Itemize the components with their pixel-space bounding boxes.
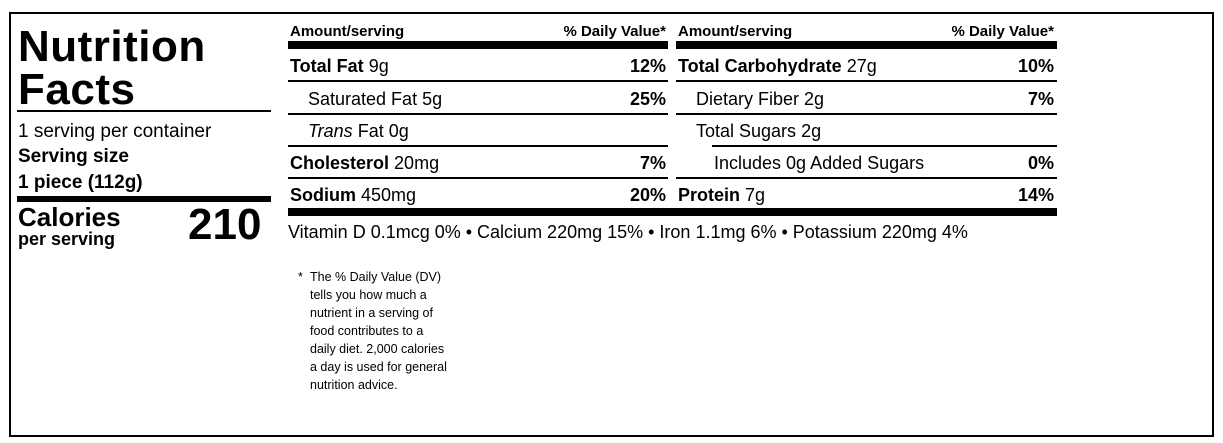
servings-per-container: 1 serving per container	[18, 121, 212, 142]
left-header-amount: Amount/serving	[290, 23, 405, 40]
dv-sodium: 20%	[629, 185, 666, 205]
nutrition-label-frame	[9, 12, 1214, 437]
nutrient-name: Trans	[308, 121, 353, 141]
nutrient-name: Cholesterol	[290, 153, 390, 173]
nutrient-total-fat: Total Fat 9g	[290, 56, 389, 76]
nutrient-amount: 9g	[368, 56, 389, 76]
right-header-rule	[676, 41, 1057, 49]
nutrient-name: Sodium	[290, 185, 356, 205]
row-divider	[712, 145, 1057, 147]
calories-label: Calories	[18, 202, 121, 232]
label-title-line2: Facts	[18, 65, 136, 114]
serving-size-label: Serving size	[18, 146, 129, 167]
row-divider	[288, 145, 668, 147]
micronutrients-line: Vitamin D 0.1mcg 0% • Calcium 220mg 15% …	[288, 222, 968, 242]
nutrient-total-carbohydrate: Total Carbohydrate 27g	[678, 56, 877, 76]
nutrient-dietary-fiber: Dietary Fiber 2g	[696, 89, 824, 109]
nutrient-total-sugars: Total Sugars 2g	[696, 121, 821, 141]
nutrient-name: Dietary Fiber	[696, 89, 800, 109]
dv-cholesterol: 7%	[639, 153, 666, 173]
calories-sublabel: per serving	[18, 229, 116, 249]
nutrient-amount: 2g	[801, 121, 822, 141]
nutrient-protein: Protein 7g	[678, 185, 765, 205]
micronutrient-rule	[288, 208, 1057, 216]
nutrient-amount: 5g	[422, 89, 443, 109]
row-divider	[676, 113, 1057, 115]
nutrient-amount: Fat 0g	[357, 121, 409, 141]
nutrient-name: Total Sugars	[696, 121, 797, 141]
label-title-line1: Nutrition	[18, 22, 206, 71]
nutrient-name: Saturated Fat	[308, 89, 418, 109]
footnote-star: *	[298, 270, 303, 284]
nutrient-amount: 2g	[804, 89, 825, 109]
dv-dietary-fiber: 7%	[1027, 89, 1054, 109]
calories-value: 210	[188, 200, 262, 249]
title-divider	[17, 110, 271, 112]
left-header-dv: % Daily Value*	[563, 23, 666, 40]
nutrient-added-sugars: Includes 0g Added Sugars	[714, 153, 924, 173]
nutrient-amount: 20mg	[394, 153, 440, 173]
nutrient-name: Total Carbohydrate	[678, 56, 842, 76]
dv-total-fat: 12%	[629, 56, 666, 76]
row-divider	[676, 80, 1057, 82]
nutrient-cholesterol: Cholesterol 20mg	[290, 153, 439, 173]
nutrient-sodium: Sodium 450mg	[290, 185, 416, 205]
nutrient-name: Protein	[678, 185, 741, 205]
dv-saturated-fat: 25%	[629, 89, 666, 109]
nutrient-amount: 450mg	[361, 185, 417, 205]
nutrient-name: Total Fat	[290, 56, 364, 76]
nutrient-saturated-fat: Saturated Fat 5g	[308, 89, 442, 109]
row-divider	[676, 177, 1057, 179]
row-divider	[288, 80, 668, 82]
nutrient-amount: 27g	[846, 56, 877, 76]
nutrient-amount: 7g	[745, 185, 766, 205]
nutrient-trans-fat: Trans Fat 0g	[308, 121, 409, 141]
right-header-amount: Amount/serving	[678, 23, 793, 40]
row-divider	[288, 177, 668, 179]
right-header-dv: % Daily Value*	[951, 23, 1054, 40]
dv-total-carbohydrate: 10%	[1017, 56, 1054, 76]
footnote-text: The % Daily Value (DV) tells you how muc…	[310, 270, 447, 392]
nutrient-name: Includes 0g Added Sugars	[714, 153, 925, 173]
dv-added-sugars: 0%	[1027, 153, 1054, 173]
serving-size-value: 1 piece (112g)	[18, 172, 143, 193]
daily-value-footnote: * The % Daily Value (DV) tells you how m…	[298, 268, 452, 394]
row-divider	[288, 113, 668, 115]
serving-divider	[17, 196, 271, 202]
left-header-rule	[288, 41, 668, 49]
dv-protein: 14%	[1017, 185, 1054, 205]
